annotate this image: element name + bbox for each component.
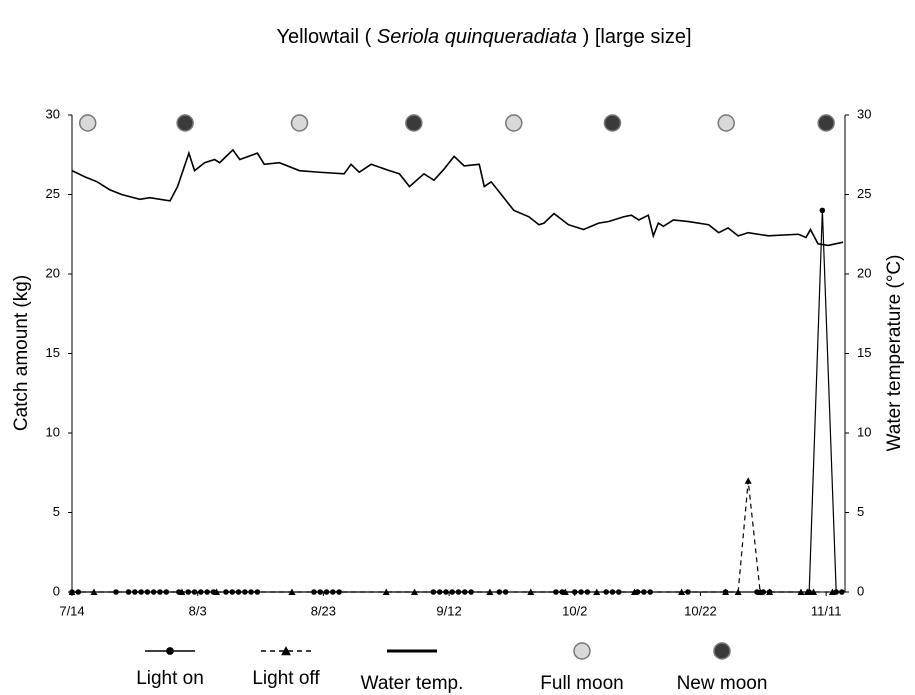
moon-marker (505, 114, 523, 132)
chart-title: Yellowtail ( Seriola quinqueradiata ) [l… (276, 26, 691, 48)
moon-marker (817, 114, 835, 132)
legend-symbol (713, 642, 731, 660)
y-tick-label: 20 (46, 265, 60, 280)
moon-marker (78, 114, 97, 132)
y-axis-label: Catch amount (kg) (11, 275, 32, 431)
y2-tick-label: 20 (857, 265, 871, 280)
legend-symbol (281, 646, 291, 656)
y2-tick-label: 5 (857, 504, 864, 519)
data-point (756, 588, 764, 595)
x-tick-label: 10/22 (684, 603, 717, 618)
y-tick-label: 15 (46, 345, 60, 360)
legend-label[interactable]: Light on (136, 668, 204, 689)
data-point (138, 589, 144, 595)
data-point (317, 589, 324, 595)
moon-marker (405, 114, 423, 132)
x-tick-label: 8/23 (311, 603, 336, 618)
data-point (90, 588, 98, 595)
data-point (411, 588, 419, 595)
y2-axis-label: Water temperature (°C) (884, 255, 905, 452)
data-point (330, 589, 336, 595)
data-point (113, 589, 119, 595)
data-point (486, 588, 494, 595)
data-point (455, 589, 462, 595)
moon-marker (717, 114, 735, 132)
x-tick-label: 8/3 (189, 603, 207, 618)
data-point (630, 588, 638, 595)
legend-symbol (573, 642, 591, 660)
moon-marker (176, 114, 194, 132)
data-point (722, 588, 730, 595)
x-tick-label: 10/2 (562, 603, 587, 618)
data-point (288, 588, 296, 595)
y2-tick-label: 10 (857, 424, 871, 439)
data-point (436, 589, 443, 595)
data-point (178, 588, 186, 595)
title-species: Seriola quinqueradiata (377, 26, 577, 48)
data-point (461, 589, 468, 595)
title-part: ) [large size] (577, 26, 691, 48)
x-tick-label: 11/11 (811, 603, 842, 618)
data-point (593, 588, 601, 595)
data-point (744, 477, 752, 484)
series-line (72, 480, 833, 593)
x-tick-label: 9/12 (436, 603, 461, 618)
data-point (810, 588, 818, 595)
data-point (157, 589, 163, 595)
moon-marker (290, 114, 309, 132)
series-line (71, 148, 844, 247)
data-point (132, 589, 138, 595)
y-tick-label: 30 (46, 106, 60, 121)
y-tick-label: 0 (53, 583, 60, 598)
data-point (561, 588, 569, 595)
data-point (254, 589, 261, 595)
moon-marker (603, 114, 622, 132)
y-tick-label: 5 (53, 504, 60, 519)
data-point (336, 589, 342, 595)
data-point (248, 589, 254, 595)
data-point (734, 588, 742, 595)
data-point (311, 589, 317, 595)
y2-tick-label: 25 (857, 186, 871, 201)
legend-label[interactable]: Light off (252, 668, 320, 689)
data-point (803, 588, 811, 595)
data-point (828, 588, 836, 595)
data-point (553, 589, 559, 595)
y2-tick-label: 0 (857, 583, 864, 598)
legend-label[interactable]: Full moon (540, 673, 623, 694)
data-point (527, 588, 535, 595)
data-point (578, 589, 584, 595)
x-tick-label: 7/14 (59, 603, 84, 618)
data-point (839, 589, 845, 595)
y-tick-label: 10 (46, 424, 60, 439)
legend-label[interactable]: Water temp. (361, 673, 464, 694)
y-tick-label: 25 (46, 186, 60, 201)
data-point (615, 589, 622, 595)
data-point (678, 588, 686, 595)
y2-tick-label: 15 (857, 345, 871, 360)
data-point (229, 589, 236, 595)
data-point (819, 207, 826, 214)
series-line (72, 210, 842, 593)
legend-symbol (166, 647, 174, 655)
data-point (68, 588, 76, 595)
data-point (797, 588, 805, 595)
data-point (382, 588, 390, 595)
data-point (191, 589, 198, 595)
legend-label[interactable]: New moon (677, 673, 768, 694)
data-point (75, 589, 82, 595)
data-point (766, 588, 774, 595)
y2-tick-label: 30 (857, 106, 871, 121)
data-point (571, 589, 578, 595)
title-part: Yellowtail ( (276, 26, 376, 48)
data-point (185, 589, 192, 595)
data-point (213, 588, 221, 595)
